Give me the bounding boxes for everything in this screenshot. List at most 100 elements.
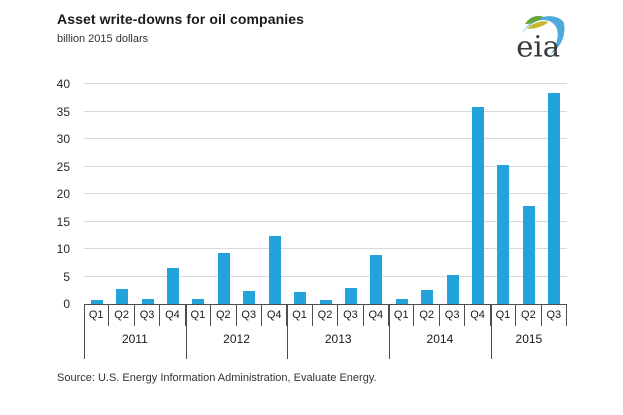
bar-2014-Q3 [446, 274, 459, 304]
bar-2013-Q4 [370, 255, 383, 304]
quarter-label: Q2 [211, 305, 237, 326]
y-tick-label: 35 [56, 104, 70, 119]
eia-logo: eia [513, 8, 569, 64]
source-note: Source: U.S. Energy Information Administ… [57, 372, 377, 384]
logo-green-leaf [524, 15, 544, 25]
quarter-label: Q3 [135, 305, 161, 326]
bar-cell [542, 84, 567, 304]
bar-cell [465, 84, 490, 304]
quarter-label: Q2 [109, 305, 135, 326]
bar-series [84, 84, 567, 304]
gridline [84, 193, 567, 194]
bar-cell [186, 84, 211, 304]
year-label: 2014 [426, 332, 454, 346]
quarter-label: Q1 [84, 305, 110, 326]
quarter-label: Q3 [440, 305, 466, 326]
bar-cell [160, 84, 185, 304]
quarter-label: Q2 [414, 305, 440, 326]
quarter-label: Q3 [237, 305, 262, 326]
logo-blue-swoosh [521, 16, 565, 55]
bar-cell [389, 84, 414, 304]
bar-cell [135, 84, 160, 304]
bar-2012-Q1 [192, 298, 205, 304]
logo-yellow-leaf [527, 21, 549, 29]
year-separator [84, 305, 85, 359]
bar-cell [338, 84, 363, 304]
quarter-label: Q2 [313, 305, 339, 326]
bar-cell [287, 84, 312, 304]
bar-2012-Q3 [243, 290, 256, 304]
quarter-label: Q1 [287, 305, 313, 326]
gridline [84, 110, 567, 112]
year-separator [389, 305, 391, 359]
bar-cell [516, 84, 541, 304]
y-tick-label: 40 [56, 77, 70, 91]
y-tick-label: 0 [63, 297, 70, 311]
gridline [84, 165, 567, 167]
bar-2013-Q3 [344, 287, 357, 304]
quarter-label: Q3 [338, 305, 364, 326]
bar-2013-Q2 [319, 299, 332, 304]
bar-cell [414, 84, 439, 304]
gridline [84, 83, 567, 84]
bar-2012-Q4 [268, 235, 281, 304]
quarter-label: Q4 [465, 305, 491, 326]
bar-cell [440, 84, 465, 304]
year-separator [490, 305, 492, 359]
x-axis: Q1 Q2 Q3 Q4 Q1 Q2 Q3 Q4 Q1 Q2 Q3 Q4 Q1 Q2 Q3 Q4 Q1 Q2 Q3 2… [84, 304, 568, 359]
plot-area [84, 83, 567, 304]
quarter-label: Q1 [186, 305, 212, 326]
gridline [84, 275, 567, 277]
year-label: 2012 [223, 332, 250, 346]
bar-cell [237, 84, 262, 304]
quarter-label-row: Q1 Q2 Q3 Q4 Q1 Q2 Q3 Q4 Q1 Q2 Q3 Q4 Q1 Q2 Q3 Q4 Q1 Q2 Q3 [84, 305, 568, 326]
bar-cell [211, 84, 236, 304]
chart-title: Asset write-downs for oil companies [57, 11, 304, 27]
bar-2013-Q1 [294, 292, 307, 304]
bar-cell [364, 84, 389, 304]
year-separator [185, 305, 187, 359]
bar-2011-Q3 [141, 298, 154, 304]
y-tick-label: 30 [56, 132, 70, 146]
quarter-label: Q1 [491, 305, 517, 326]
y-tick-label: 25 [56, 159, 70, 174]
y-axis: 0 5 10 15 20 25 30 35 40 [0, 77, 76, 311]
bar-2015-Q3 [548, 92, 561, 304]
y-tick-label: 15 [56, 214, 70, 229]
gridline [84, 220, 567, 222]
bar-cell [109, 84, 134, 304]
y-tick-label: 10 [56, 242, 70, 256]
quarter-label: Q4 [262, 305, 288, 326]
bar-2011-Q2 [116, 288, 129, 304]
year-label: 2011 [121, 332, 148, 346]
quarter-label: Q4 [160, 305, 186, 326]
quarter-label: Q4 [364, 305, 390, 326]
bar-2014-Q1 [395, 299, 408, 304]
bar-2012-Q2 [217, 252, 230, 304]
logo-text: eia [516, 29, 560, 63]
y-tick-label: 5 [63, 269, 70, 284]
bar-cell [313, 84, 338, 304]
bar-cell [262, 84, 287, 304]
year-label: 2015 [515, 332, 543, 346]
chart-subtitle: billion 2015 dollars [57, 33, 149, 45]
bar-cell [491, 84, 516, 304]
bar-2011-Q4 [166, 268, 179, 304]
bar-2015-Q1 [497, 165, 510, 304]
bar-2011-Q1 [90, 300, 103, 304]
year-label: 2013 [324, 332, 352, 346]
quarter-label: Q2 [516, 305, 542, 326]
year-separator [287, 305, 289, 359]
bar-2014-Q4 [472, 107, 485, 304]
year-label-row: 2011 2012 2013 2014 2015 [84, 326, 567, 352]
gridline [84, 248, 567, 249]
quarter-label: Q1 [389, 305, 415, 326]
quarter-label: Q3 [542, 305, 568, 326]
bar-2015-Q2 [522, 205, 535, 304]
y-tick-label: 20 [56, 187, 70, 201]
bar-cell [84, 84, 109, 304]
gridline [84, 138, 567, 139]
bar-2014-Q2 [421, 290, 434, 304]
eia-logo-icon: eia [516, 15, 565, 63]
